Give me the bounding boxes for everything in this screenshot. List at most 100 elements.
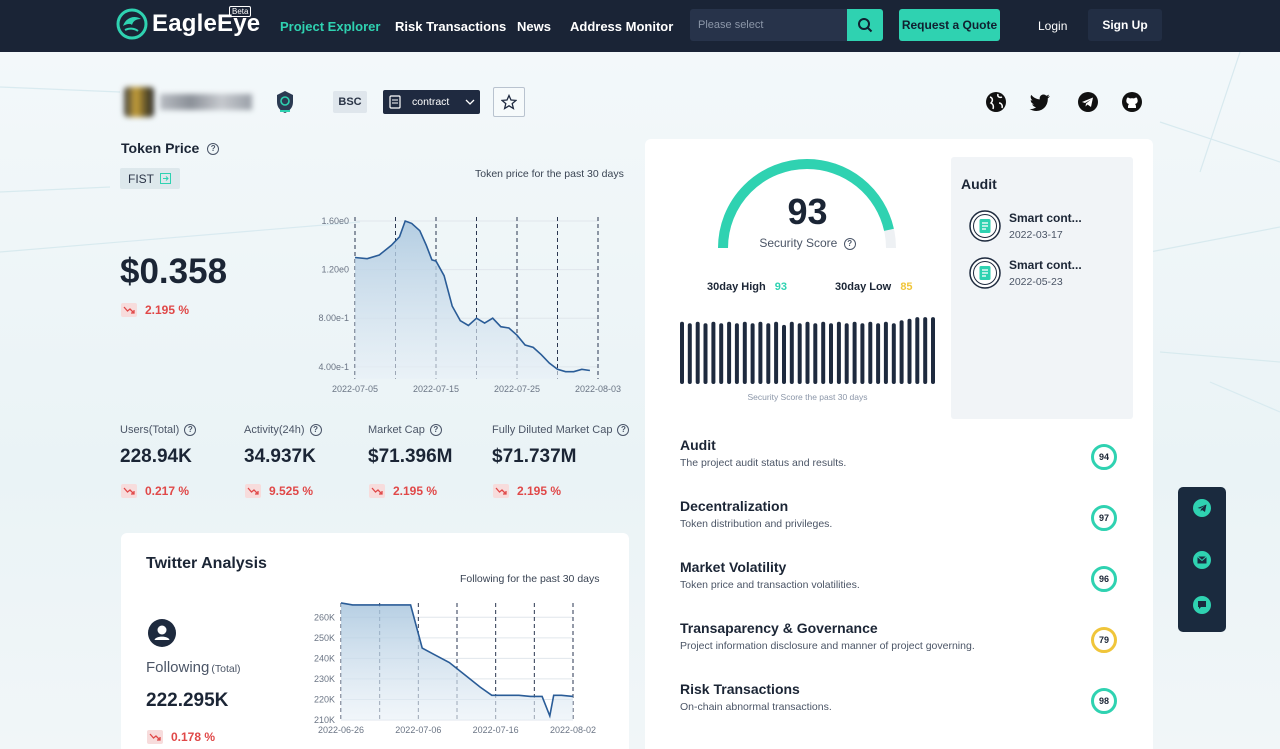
help-icon[interactable]: ? <box>184 424 197 437</box>
following-change-value: 0.178 % <box>171 730 216 744</box>
y-tick-label: 210K <box>314 715 335 725</box>
favorite-button[interactable] <box>493 87 525 117</box>
stat-label: Activity(24h) <box>244 424 305 436</box>
beta-badge: Beta <box>229 6 252 17</box>
y-tick-label: 260K <box>314 612 335 622</box>
security-category-row[interactable]: Transaparency & Governance Project inform… <box>680 620 1120 664</box>
score-bar <box>829 323 833 384</box>
nav-news[interactable]: News <box>517 0 551 52</box>
search-button[interactable] <box>847 9 883 41</box>
brand-logo[interactable]: EagleEye Beta <box>116 6 260 40</box>
security-category-row[interactable]: Market Volatility Token price and transac… <box>680 559 1120 603</box>
stat-change: 2.195 % <box>493 484 562 499</box>
help-icon[interactable]: ? <box>843 237 856 250</box>
category-score-ring: 96 <box>1091 566 1117 592</box>
nav-address-monitor[interactable]: Address Monitor <box>570 0 673 52</box>
thirty-day-low-value: 85 <box>900 281 913 293</box>
audit-item-date: 2022-03-17 <box>1009 229 1063 241</box>
security-score-bars <box>680 317 935 384</box>
audit-item-date: 2022-05-23 <box>1009 276 1063 288</box>
help-icon[interactable]: ? <box>207 143 220 156</box>
category-description: Project information disclosure and manne… <box>680 640 975 652</box>
top-navigation-bar: EagleEye Beta Project Explorer Risk Tran… <box>0 0 1280 52</box>
y-tick-label: 250K <box>314 633 335 643</box>
score-bar <box>844 323 849 384</box>
x-tick-label: 2022-07-16 <box>473 725 519 735</box>
token-price-change-value: 2.195 % <box>145 303 190 317</box>
stat-change: 0.217 % <box>121 484 189 499</box>
search-icon <box>858 18 873 33</box>
dock-chat-button[interactable] <box>1193 596 1211 614</box>
email-icon <box>1197 556 1207 564</box>
following-change: 0.178 % <box>147 730 215 744</box>
user-icon <box>148 619 176 647</box>
score-bar <box>923 317 928 384</box>
nav-address-monitor-label: Address Monitor <box>570 18 674 34</box>
score-bar <box>852 321 857 384</box>
nav-risk-transactions-label: Risk Transactions <box>395 18 507 34</box>
stat-change: 9.525 % <box>245 484 313 499</box>
category-score-ring: 79 <box>1091 627 1117 653</box>
stat-label: Market Cap <box>368 424 425 436</box>
request-quote-button[interactable]: Request a Quote <box>899 9 1000 41</box>
score-bar <box>907 318 912 384</box>
token-price-title: Token Price <box>121 140 200 156</box>
token-logo <box>124 87 154 117</box>
audit-box: Audit Smart cont... 2022-03-17 Smart cont.… <box>951 157 1133 419</box>
x-tick-label: 2022-07-25 <box>494 384 540 394</box>
score-bar <box>782 324 786 384</box>
score-bar <box>883 321 888 384</box>
token-symbol-badge[interactable]: FIST <box>120 168 180 189</box>
globe-icon[interactable] <box>985 91 1007 113</box>
twitter-icon[interactable] <box>1029 91 1051 113</box>
score-bar <box>789 321 794 384</box>
thirty-day-high: 30day High 93 <box>707 281 787 293</box>
following-suffix: (Total) <box>211 663 241 675</box>
score-bar <box>836 321 841 384</box>
stat-label-row: Users(Total)? <box>120 424 197 437</box>
security-category-row[interactable]: Risk Transactions On-chain abnormal trans… <box>680 681 1120 725</box>
category-title: Risk Transactions <box>680 681 800 697</box>
score-bar <box>695 321 700 384</box>
following-label-row: Following (Total) <box>146 659 241 676</box>
login-link[interactable]: Login <box>1038 19 1068 33</box>
y-tick-label: 4.00e-1 <box>318 362 349 372</box>
stat-label: Users(Total) <box>120 424 180 436</box>
dock-telegram-button[interactable] <box>1193 499 1211 517</box>
y-tick-label: 240K <box>314 653 335 663</box>
signup-button[interactable]: Sign Up <box>1088 9 1162 41</box>
exchange-icon <box>160 173 171 184</box>
help-icon[interactable]: ? <box>309 424 322 437</box>
stat-item: Fully Diluted Market Cap? $71.737M 2.195 % <box>492 424 630 500</box>
chat-icon <box>1198 601 1206 609</box>
score-bar <box>758 321 763 384</box>
category-description: On-chain abnormal transactions. <box>680 701 832 713</box>
audit-item-name: Smart cont... <box>1009 258 1082 272</box>
help-icon[interactable]: ? <box>429 424 442 437</box>
github-icon[interactable] <box>1121 91 1143 113</box>
thirty-day-high-value: 93 <box>774 281 787 293</box>
security-category-row[interactable]: Audit The project audit status and result… <box>680 437 1120 481</box>
category-score-ring: 97 <box>1091 505 1117 531</box>
audit-item[interactable]: Smart cont... 2022-05-23 <box>969 256 1129 292</box>
trend-down-icon <box>121 484 137 499</box>
help-icon[interactable]: ? <box>617 424 630 437</box>
nav-risk-transactions[interactable]: Risk Transactions <box>395 0 506 52</box>
series-line <box>340 602 574 719</box>
score-bar <box>680 321 684 384</box>
nav-project-explorer[interactable]: Project Explorer <box>280 0 380 52</box>
contract-select[interactable]: contract <box>383 90 480 114</box>
stat-item: Users(Total)? 228.94K 0.217 % <box>120 424 197 500</box>
stat-label-row: Activity(24h)? <box>244 424 322 437</box>
telegram-icon[interactable] <box>1077 91 1099 113</box>
security-category-row[interactable]: Decentralization Token distribution and p… <box>680 498 1120 542</box>
security-score-value: 93 <box>787 191 828 232</box>
stat-label-row: Market Cap? <box>368 424 453 437</box>
stat-change: 2.195 % <box>369 484 437 499</box>
nav-project-explorer-label: Project Explorer <box>280 18 381 34</box>
audit-item[interactable]: Smart cont... 2022-03-17 <box>969 209 1129 245</box>
stat-change-value: 2.195 % <box>517 484 562 499</box>
dock-email-button[interactable] <box>1193 551 1211 569</box>
category-score-ring: 94 <box>1091 444 1117 470</box>
search-select[interactable]: Please select <box>690 9 847 41</box>
